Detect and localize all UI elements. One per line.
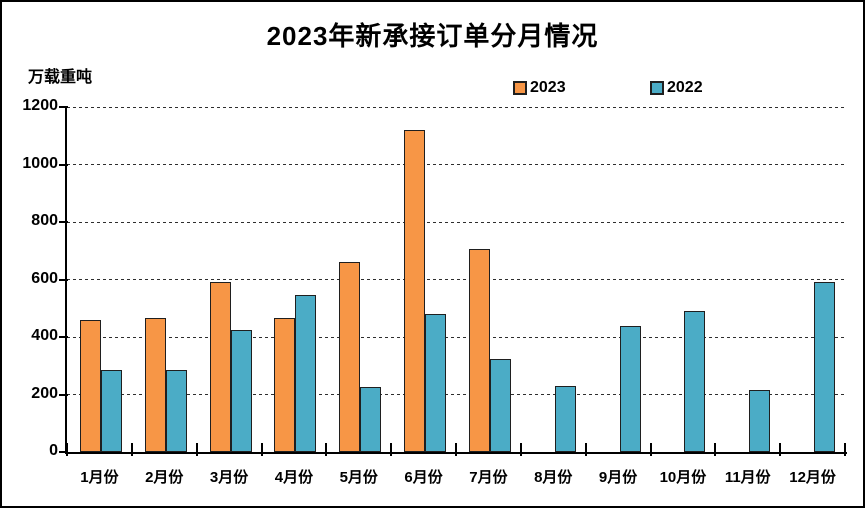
x-axis-tick-9 [649, 443, 652, 456]
legend-label-2023: 2023 [530, 79, 566, 96]
x-axis-tick-7 [519, 443, 522, 456]
y-axis-label-600: 600 [31, 269, 58, 287]
x-axis-tick-8 [584, 443, 587, 456]
bar-2022-9月份 [619, 325, 641, 452]
x-axis-tick-1 [130, 443, 133, 456]
y-axis-tick-600 [59, 278, 68, 281]
bar-2022-6月份 [425, 314, 447, 452]
x-axis-label-11月份: 11月份 [724, 469, 771, 486]
plot-area: 0 200 400 600 800 1000 1200 1月份 2月份 3月份 4月份 5月份 6月份 7… [22, 97, 847, 486]
x-axis-tick-6 [455, 443, 457, 456]
x-axis-tick-12 [844, 443, 846, 456]
legend-swatch-2023 [513, 81, 527, 95]
gridline-200 [67, 394, 845, 395]
x-axis-label-3月份: 3月份 [209, 469, 249, 486]
gridline-800 [67, 221, 845, 223]
x-axis-label-4月份: 4月份 [274, 469, 314, 486]
bar-2022-8月份 [554, 385, 576, 452]
x-axis-tick-2 [195, 443, 198, 456]
x-axis-tick-3 [260, 443, 263, 456]
y-axis-tick-800 [59, 221, 68, 223]
gridline-1200 [67, 106, 845, 108]
bar-2022-12月份 [814, 282, 836, 452]
y-axis-label-0: 0 [49, 442, 58, 459]
y-axis-label-1200: 1200 [22, 97, 58, 114]
y-axis-tick-0 [59, 451, 68, 453]
bar-2022-3月份 [230, 329, 252, 452]
x-axis-label-10月份: 10月份 [659, 469, 707, 486]
x-axis-label-12月份: 12月份 [789, 469, 836, 486]
bar-2022-10月份 [684, 311, 706, 452]
y-axis-tick-200 [59, 393, 68, 396]
chart-title: 2023年新承接订单分月情况 [266, 21, 599, 51]
bar-2023-6月份 [404, 130, 426, 452]
gridline-1000 [67, 164, 845, 165]
y-axis-label-200: 200 [31, 384, 58, 402]
y-axis-label-400: 400 [31, 327, 58, 344]
y-axis-tick-1200 [59, 106, 68, 108]
y-axis-tick-1000 [59, 163, 68, 166]
y-axis-unit-label: 万载重吨 [28, 69, 93, 86]
bar-2023-2月份 [144, 318, 166, 452]
bar-2023-4月份 [274, 318, 296, 452]
bar-2023-7月份 [468, 249, 490, 452]
bar-2022-1月份 [100, 370, 122, 452]
legend-swatch-2022 [650, 81, 664, 95]
bar-2023-5月份 [339, 262, 361, 452]
bar-2022-4月份 [295, 295, 317, 452]
bar-2022-7月份 [489, 358, 511, 452]
x-axis-label-2月份: 2月份 [145, 469, 184, 486]
y-axis-tick-400 [59, 336, 68, 338]
bar-2022-11月份 [749, 390, 771, 452]
x-axis-label-7月份: 7月份 [469, 469, 508, 486]
y-axis-line [65, 107, 67, 454]
x-axis-label-5月份: 5月份 [339, 469, 378, 486]
x-axis-label-8月份: 8月份 [534, 469, 573, 486]
gridline-400 [67, 336, 845, 338]
x-axis-tick-0 [66, 443, 68, 456]
x-axis-label-9月份: 9月份 [598, 469, 638, 486]
legend-label-2022: 2022 [667, 79, 703, 96]
bar-2023-1月份 [79, 319, 101, 452]
bar-2023-3月份 [209, 282, 231, 452]
x-axis-tick-10 [714, 443, 717, 456]
y-axis-label-1000: 1000 [22, 154, 58, 172]
x-axis-tick-5 [390, 443, 393, 456]
x-axis-label-1月份: 1月份 [80, 469, 119, 486]
legend-item-2023: 2023 [513, 79, 566, 97]
gridline-600 [67, 279, 845, 280]
x-axis-label-6月份: 6月份 [404, 469, 443, 486]
bar-2022-5月份 [360, 387, 382, 452]
legend-item-2022: 2022 [650, 79, 703, 97]
x-axis-tick-4 [325, 443, 328, 456]
x-axis-tick-11 [779, 443, 782, 456]
y-axis-label-800: 800 [31, 212, 58, 229]
bar-2022-2月份 [165, 370, 187, 452]
